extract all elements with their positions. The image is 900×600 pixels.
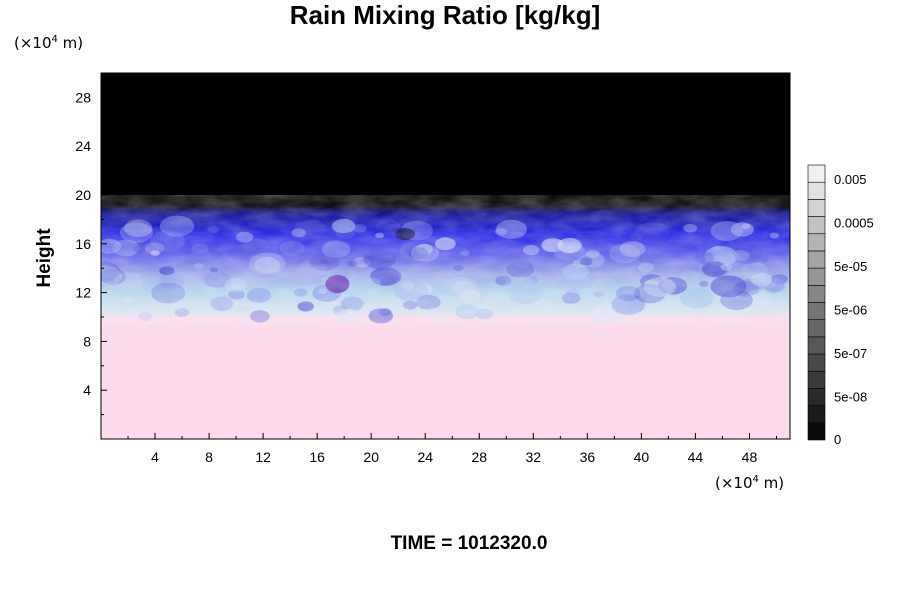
x-tick-label: 40 bbox=[634, 449, 650, 465]
colorbar-swatch bbox=[807, 164, 826, 183]
plot-frame bbox=[100, 72, 791, 440]
x-axis-unit: (×104 m) bbox=[715, 474, 784, 492]
colorbar-swatch bbox=[807, 370, 826, 389]
colorbar-swatch bbox=[807, 181, 826, 200]
x-tick-label: 12 bbox=[255, 449, 271, 465]
x-tick-label: 28 bbox=[471, 449, 487, 465]
colorbar-label: 0.005 bbox=[834, 172, 867, 187]
y-tick-label: 4 bbox=[83, 382, 91, 398]
colorbar-swatch bbox=[807, 336, 826, 355]
colorbar-swatch bbox=[807, 267, 826, 286]
x-tick-label: 48 bbox=[742, 449, 758, 465]
y-tick-label: 28 bbox=[75, 89, 91, 105]
x-tick-label: 8 bbox=[205, 449, 213, 465]
colorbar-swatch bbox=[807, 285, 826, 303]
colorbar-label: 5e-06 bbox=[834, 303, 867, 318]
colorbar-swatch bbox=[807, 405, 826, 424]
colorbar-swatch bbox=[807, 388, 826, 406]
y-tick-label: 24 bbox=[75, 138, 91, 154]
colorbar-swatch bbox=[807, 199, 826, 217]
chart-title: Rain Mixing Ratio [kg/kg] bbox=[290, 0, 601, 30]
field-noise bbox=[101, 195, 790, 325]
colorbar-swatch bbox=[807, 216, 826, 235]
x-tick-label: 4 bbox=[151, 449, 159, 465]
colorbar-label: 5e-07 bbox=[834, 346, 867, 361]
colorbar-swatch bbox=[807, 302, 826, 320]
x-tick-label: 20 bbox=[363, 449, 379, 465]
x-tick-label: 44 bbox=[688, 449, 704, 465]
y-tick-label: 20 bbox=[75, 187, 91, 203]
colorbar-swatch bbox=[807, 250, 826, 269]
time-label: TIME = 1012320.0 bbox=[391, 533, 548, 554]
colorbar-label: 0.0005 bbox=[834, 216, 874, 231]
x-tick-label: 16 bbox=[309, 449, 325, 465]
y-axis: 4 8 12 16 20 24 28 bbox=[75, 89, 107, 416]
plot-field bbox=[101, 73, 790, 439]
colorbar-swatch bbox=[807, 353, 826, 372]
x-tick-label: 36 bbox=[580, 449, 596, 465]
x-tick-label: 32 bbox=[526, 449, 542, 465]
colorbar-swatch bbox=[807, 233, 826, 252]
colorbar-label: 0 bbox=[834, 432, 841, 447]
y-tick-label: 8 bbox=[83, 333, 91, 349]
y-tick-label: 12 bbox=[75, 285, 91, 301]
colorbar-swatch bbox=[807, 422, 826, 441]
x-axis: 4 8 12 16 20 24 28 32 36 40 44 48 bbox=[127, 433, 777, 465]
y-tick-label: 16 bbox=[75, 236, 91, 252]
y-axis-label: Height bbox=[34, 228, 55, 288]
colorbar-label: 5e-08 bbox=[834, 390, 867, 405]
colorbar-swatch bbox=[807, 319, 826, 338]
colorbar-label: 5e-05 bbox=[834, 259, 867, 274]
y-axis-unit: (×104 m) bbox=[14, 34, 83, 52]
x-tick-label: 24 bbox=[417, 449, 433, 465]
colorbar: 0.005 0.0005 5e-05 5e-06 5e-07 5e-08 0 bbox=[807, 164, 874, 447]
